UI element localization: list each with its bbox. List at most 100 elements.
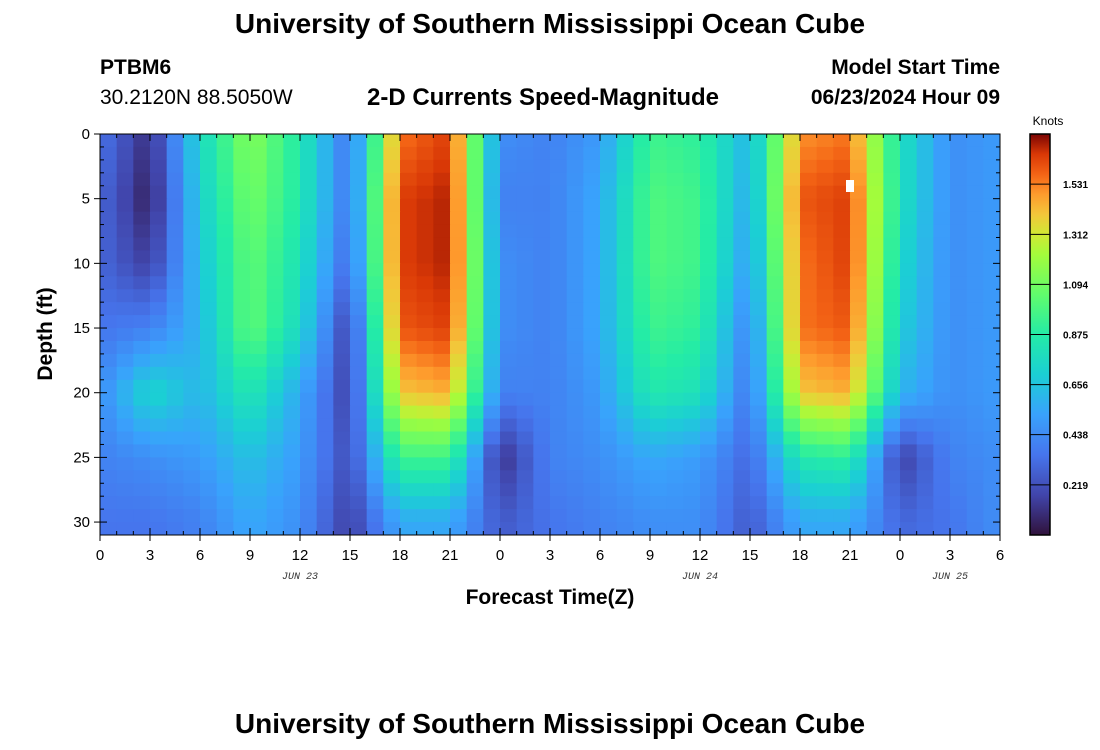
heatmap-cell <box>283 457 301 471</box>
heatmap-cell <box>666 379 684 394</box>
heatmap-cell <box>566 224 584 239</box>
heatmap-cell <box>566 263 584 277</box>
heatmap-cell <box>833 134 851 148</box>
heatmap-cell <box>950 289 968 303</box>
heatmap-cell <box>266 353 284 368</box>
heatmap-cell <box>750 263 768 277</box>
heatmap-cell <box>416 392 434 407</box>
heatmap-cell <box>300 224 318 239</box>
heatmap-cell <box>200 522 218 535</box>
heatmap-cell <box>150 237 168 252</box>
heatmap-cell <box>766 431 784 446</box>
heatmap-cell <box>283 444 301 458</box>
heatmap-cell <box>383 146 401 161</box>
heatmap-cell <box>633 483 651 497</box>
heatmap-cell <box>483 496 501 510</box>
heatmap-cell <box>666 470 684 484</box>
heatmap-cell <box>150 522 168 535</box>
heatmap-cell <box>983 418 1000 433</box>
heatmap-cell <box>500 237 518 252</box>
heatmap-cell <box>566 315 584 329</box>
heatmap-cell <box>700 198 718 213</box>
heatmap-cell <box>333 315 351 329</box>
heatmap-cell <box>816 366 834 381</box>
heatmap-cell <box>466 263 484 277</box>
heatmap-cell <box>300 134 318 148</box>
heatmap-cell <box>616 289 634 303</box>
heatmap-cell <box>916 198 934 213</box>
heatmap-cell <box>733 457 751 471</box>
heatmap-cell <box>100 418 118 433</box>
heatmap-cell <box>250 366 268 381</box>
heatmap-cell <box>600 211 618 226</box>
heatmap-cell <box>800 457 818 471</box>
heatmap-cell <box>966 134 984 148</box>
heatmap-cell <box>500 172 518 187</box>
heatmap-cell <box>383 522 401 535</box>
heatmap-cell <box>766 159 784 174</box>
heatmap-cell <box>600 250 618 264</box>
heatmap-cell <box>866 444 884 458</box>
heatmap-cell <box>933 198 951 213</box>
heatmap-cell <box>283 522 301 535</box>
heatmap-cell <box>783 431 801 446</box>
heatmap-cell <box>400 328 418 342</box>
heatmap-cell <box>933 431 951 446</box>
heatmap-cell <box>183 276 201 290</box>
heatmap-cell <box>900 328 918 342</box>
heatmap-cell <box>450 483 468 497</box>
heatmap-cell <box>983 470 1000 484</box>
heatmap-cell <box>516 276 534 290</box>
heatmap-cell <box>950 457 968 471</box>
heatmap-cell <box>183 470 201 484</box>
heatmap-cell <box>466 211 484 226</box>
heatmap-cell <box>333 392 351 407</box>
heatmap-cell <box>483 483 501 497</box>
heatmap-cell <box>216 198 234 213</box>
heatmap-cell <box>883 315 901 329</box>
heatmap-cell <box>750 366 768 381</box>
heatmap-cell <box>433 444 451 458</box>
heatmap-cell <box>233 366 251 381</box>
heatmap-cell <box>333 159 351 174</box>
y-tick-label: 15 <box>73 320 90 337</box>
heatmap-cell <box>783 470 801 484</box>
heatmap-cell <box>500 159 518 174</box>
heatmap-cell <box>250 211 268 226</box>
heatmap-cell <box>683 405 701 420</box>
heatmap-cell <box>466 185 484 200</box>
heatmap-cell <box>966 237 984 252</box>
heatmap-cell <box>383 211 401 226</box>
heatmap-cell <box>683 366 701 381</box>
heatmap-cell <box>200 457 218 471</box>
heatmap-cell <box>700 134 718 148</box>
heatmap-cell <box>233 172 251 187</box>
heatmap-cell <box>950 198 968 213</box>
heatmap-cell <box>216 509 234 523</box>
heatmap-cell <box>283 224 301 239</box>
heatmap-cell <box>833 457 851 471</box>
heatmap-cell <box>666 405 684 420</box>
heatmap-cell <box>583 509 601 523</box>
heatmap-cell <box>933 340 951 355</box>
heatmap-cell <box>466 237 484 252</box>
heatmap-cell <box>900 146 918 161</box>
heatmap-cell <box>450 405 468 420</box>
heatmap-cell <box>583 522 601 535</box>
heatmap-cell <box>550 522 568 535</box>
heatmap-cell <box>733 328 751 342</box>
heatmap-cell <box>516 470 534 484</box>
heatmap-cell <box>833 509 851 523</box>
heatmap-cell <box>450 328 468 342</box>
heatmap-cell <box>850 379 868 394</box>
station-id: PTBM6 <box>100 56 172 79</box>
heatmap-cell <box>550 224 568 239</box>
heatmap-cell <box>900 496 918 510</box>
heatmap-cell <box>750 353 768 368</box>
heatmap-cell <box>850 172 868 187</box>
heatmap-cell <box>366 211 384 226</box>
heatmap-cell <box>516 457 534 471</box>
heatmap-cell <box>200 172 218 187</box>
heatmap-cell <box>416 289 434 303</box>
heatmap-cell <box>566 392 584 407</box>
